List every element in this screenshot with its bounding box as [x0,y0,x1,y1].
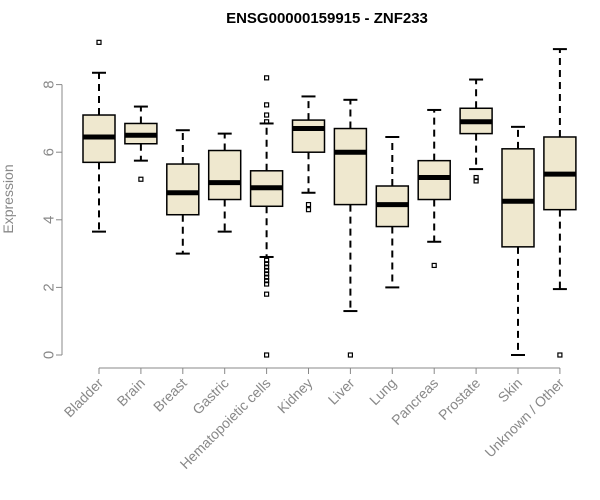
outlier-point [264,261,270,267]
outlier-point [96,39,102,45]
x-tick-label: Kidney [274,375,316,417]
box-bladder [82,39,116,233]
box-breast [166,129,200,255]
outlier-point [264,112,270,118]
outlier-point [264,352,270,358]
outlier-point [138,176,144,182]
outlier-point [347,352,353,358]
outlier-point [264,75,270,81]
x-tick-label: Prostate [435,375,483,423]
box-brain [124,105,158,182]
y-tick-label: 0 [41,351,58,359]
y-tick-label: 2 [41,283,58,291]
x-tick-label: Lung [366,375,399,408]
outlier-point [264,264,270,270]
box-prostate [459,78,493,184]
box-unknown-other [543,48,577,358]
box-liver [333,98,368,358]
outlier-point [264,267,270,274]
x-tick-label: Brain [114,375,148,409]
boxes-group [82,39,577,358]
x-tick-label: Bladder [61,375,107,421]
outlier-point [557,352,563,358]
outlier-point [473,178,479,184]
box-hematopoietic-cells [249,75,284,358]
iqr-box [291,119,326,153]
x-tick-label: Pancreas [388,375,441,428]
outlier-point [264,278,270,284]
outlier-point [264,257,270,263]
iqr-box [207,149,242,201]
x-tick-label: Breast [150,375,190,415]
outlier-point [305,207,312,213]
box-kidney [291,95,326,213]
box-skin [501,125,535,356]
iqr-box [501,148,535,248]
outlier-point [264,271,270,277]
iqr-box [333,127,368,206]
y-tick-label: 8 [41,80,58,88]
outlier-point [264,102,270,108]
outlier-point [264,281,270,287]
outlier-point [305,201,312,208]
box-gastric [207,132,242,233]
y-tick-label: 6 [41,148,58,156]
x-tick-label: Unknown / Other [481,375,567,461]
chart-title: ENSG00000159915 - ZNF233 [226,10,428,27]
y-axis-label: Expression [0,164,16,233]
outlier-point [264,119,270,125]
outlier-point [264,291,270,297]
iqr-box [166,163,200,216]
box-lung [375,135,410,289]
iqr-box [417,159,451,201]
outlier-point [431,262,437,269]
outlier-point [473,174,479,181]
y-tick-label: 4 [41,216,58,224]
box-pancreas [417,108,451,269]
x-tick-label: Liver [325,375,358,408]
y-axis: 0 2 4 6 8 [41,80,63,359]
x-tick-label: Skin [495,375,526,406]
outlier-point [264,274,270,280]
